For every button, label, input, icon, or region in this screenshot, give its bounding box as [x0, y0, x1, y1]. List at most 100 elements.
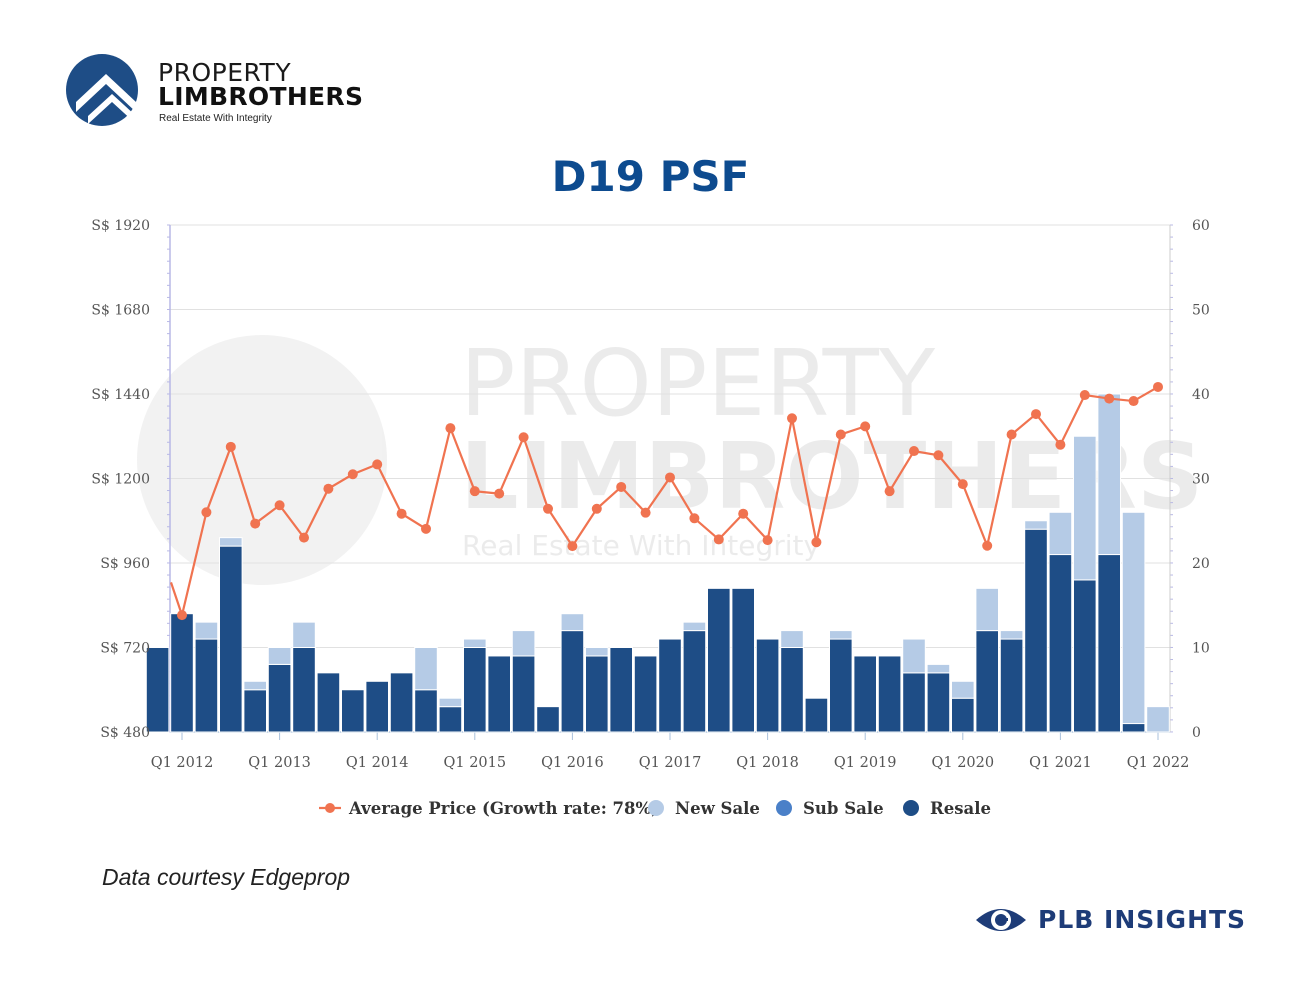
- average-price-point: [738, 508, 749, 519]
- average-price-point: [323, 483, 334, 494]
- x-tick-label: Q1 2022: [1127, 755, 1190, 771]
- bar-new-sale: [511, 630, 536, 657]
- bar-resale: [1048, 554, 1073, 733]
- legend: Average Price (Growth rate: 78%) New Sale…: [319, 799, 991, 818]
- brand-tagline: Real Estate With Integrity: [159, 113, 272, 124]
- x-tick-label: Q1 2019: [834, 755, 897, 771]
- y-right-tick-label: 50: [1192, 303, 1210, 319]
- y-left-tick-label: S$ 1440: [91, 387, 150, 403]
- average-price-line: [169, 386, 1159, 620]
- y-right-tick-label: 0: [1192, 725, 1201, 741]
- legend-label: Sub Sale: [803, 799, 884, 818]
- bar-resale: [560, 630, 585, 733]
- bar-resale: [658, 638, 682, 733]
- average-price-point: [1128, 396, 1139, 407]
- bar-resale: [902, 672, 926, 733]
- bar-new-sale: [829, 630, 853, 640]
- bar-resale: [951, 697, 975, 733]
- legend-label: Resale: [930, 799, 991, 818]
- bar-new-sale: [219, 537, 243, 547]
- legend-dot-marker: [776, 800, 792, 816]
- eye-icon: [976, 909, 1026, 931]
- bar-resale: [170, 613, 194, 733]
- average-price-point: [201, 507, 212, 518]
- bar-new-sale: [682, 621, 707, 632]
- y-right-tick-label: 10: [1192, 641, 1210, 657]
- average-price-point: [616, 481, 627, 492]
- bar-resale: [609, 647, 634, 733]
- bar-resale: [219, 545, 243, 733]
- watermark-logo-icon: [137, 335, 387, 585]
- y-right-tick-label: 20: [1192, 556, 1210, 572]
- average-price-point: [713, 534, 724, 545]
- average-price-point: [543, 503, 553, 514]
- x-tick-label: Q1 2020: [931, 755, 994, 771]
- bar-resale: [707, 587, 731, 733]
- bar-resale: [585, 655, 609, 733]
- y-right-tick-label: 60: [1192, 218, 1210, 234]
- average-price-point: [591, 503, 602, 514]
- bar-new-sale: [267, 647, 292, 665]
- bar-resale: [853, 655, 878, 733]
- bar-new-sale: [414, 647, 438, 691]
- bar-resale: [414, 689, 438, 733]
- bar-resale: [194, 638, 219, 733]
- bar-resale: [536, 706, 560, 733]
- watermark-tagline: Real Estate With Integrity: [462, 529, 820, 562]
- bar-new-sale: [292, 621, 316, 649]
- average-price-point: [421, 523, 431, 534]
- average-price-point: [347, 469, 358, 480]
- bar-resale: [999, 638, 1024, 733]
- x-tick-label: Q1 2015: [443, 755, 506, 771]
- x-tick-label: Q1 2016: [541, 755, 604, 771]
- bar-resale: [365, 680, 389, 733]
- y-left-tick-label: S$ 960: [100, 556, 150, 572]
- average-price-point: [274, 500, 285, 511]
- average-price-point: [225, 441, 236, 452]
- footer-brand: PLB INSIGHTS: [974, 900, 1247, 940]
- bar-resale: [1073, 579, 1097, 733]
- bar-new-sale: [999, 630, 1024, 640]
- bar-new-sale: [585, 647, 609, 657]
- average-price-point: [1006, 429, 1017, 440]
- chart-title: D19 PSF: [551, 152, 750, 201]
- x-tick-label: Q1 2018: [736, 755, 799, 771]
- average-price-point: [1079, 390, 1090, 401]
- source-note: Data courtesy Edgeprop: [102, 864, 351, 890]
- x-tick-label: Q1 2014: [346, 755, 409, 771]
- line-series: [169, 381, 1163, 621]
- average-price-point: [665, 472, 675, 483]
- y-right-tick-label: 30: [1192, 472, 1210, 488]
- bar-resale: [511, 655, 536, 733]
- bar-resale: [1121, 723, 1146, 733]
- bar-resale: [1024, 528, 1048, 733]
- footer-brand-name: PLB INSIGHTS: [1038, 905, 1247, 934]
- bar-resale: [145, 647, 170, 733]
- average-price-point: [689, 513, 700, 524]
- bar-resale: [731, 587, 756, 733]
- bar-new-sale: [438, 697, 463, 708]
- average-price-point: [494, 488, 505, 499]
- average-price-point: [884, 486, 895, 497]
- bar-resale: [755, 638, 780, 733]
- average-price-point: [957, 479, 968, 490]
- bar-new-sale: [463, 638, 487, 648]
- average-price-point: [1104, 393, 1115, 404]
- x-tick-label: Q1 2012: [151, 755, 214, 771]
- average-price-point: [640, 507, 651, 518]
- legend-label: Average Price (Growth rate: 78%): [348, 799, 659, 818]
- brand-name-line1: PROPERTY: [158, 58, 292, 87]
- y-left-tick-label: S$ 1920: [91, 218, 150, 234]
- average-price-point: [787, 413, 797, 424]
- bar-new-sale: [1097, 393, 1122, 556]
- bar-resale: [292, 647, 316, 733]
- bar-resale: [682, 630, 707, 733]
- y-left-tick-label: S$ 1200: [91, 472, 150, 488]
- average-price-point: [909, 446, 919, 457]
- average-price-point: [762, 535, 773, 546]
- bar-resale: [926, 672, 951, 733]
- bar-resale: [341, 689, 365, 733]
- average-price-point: [396, 508, 407, 519]
- bar-resale: [780, 647, 804, 733]
